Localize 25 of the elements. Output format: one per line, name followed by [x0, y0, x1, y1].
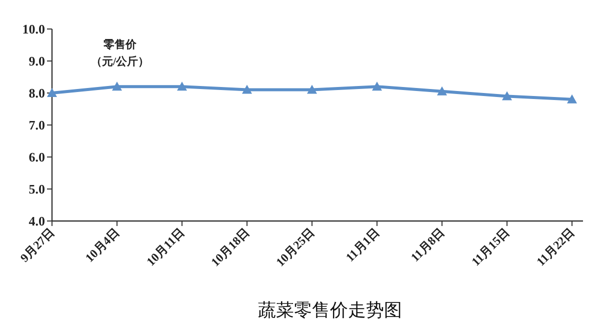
- x-tick-label: 10月25日: [273, 225, 318, 270]
- x-tick-label: 11月8日: [408, 225, 448, 264]
- x-tick-label: 11月15日: [468, 225, 512, 269]
- x-tick-label: 10月18日: [208, 225, 252, 270]
- point: [177, 82, 187, 91]
- y-tick-label: 6.0: [28, 150, 45, 164]
- y-tick-label: 5.0: [28, 182, 45, 196]
- y-tick-label: 8.0: [28, 86, 45, 100]
- y-tick-label: 10.0: [22, 22, 45, 36]
- y-tick-label: 7.0: [28, 118, 45, 132]
- point: [567, 94, 577, 104]
- point: [372, 82, 382, 91]
- y-tick-label: 9.0: [28, 54, 45, 68]
- x-tick-label: 10月4日: [82, 225, 122, 265]
- x-tick-label: 11月22日: [534, 225, 578, 269]
- x-tick-label: 11月1日: [342, 225, 382, 264]
- text: 蔬菜零售价走势图: [258, 300, 402, 320]
- y-axis-title: 零售价（元/公斤）: [90, 38, 150, 68]
- point: [437, 86, 447, 96]
- x-tick-label: 10月11日: [144, 225, 188, 269]
- point: [47, 88, 57, 97]
- point: [242, 84, 252, 94]
- point: [112, 82, 122, 91]
- point: [307, 84, 317, 94]
- point: [502, 91, 512, 100]
